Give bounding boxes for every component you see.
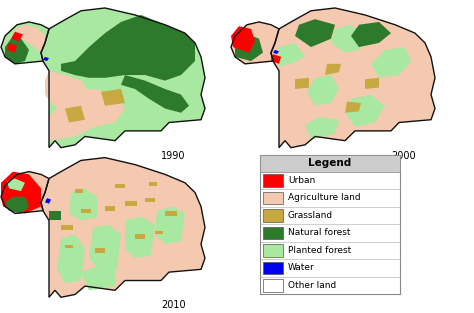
Polygon shape bbox=[275, 43, 305, 67]
Bar bbox=[263, 174, 283, 187]
Polygon shape bbox=[69, 188, 97, 220]
Text: 2000: 2000 bbox=[391, 151, 416, 161]
Polygon shape bbox=[371, 47, 411, 78]
Text: Grassland: Grassland bbox=[288, 211, 333, 220]
Polygon shape bbox=[11, 32, 23, 42]
Polygon shape bbox=[235, 33, 263, 61]
Polygon shape bbox=[121, 75, 189, 113]
Polygon shape bbox=[331, 25, 365, 53]
Text: Planted forest: Planted forest bbox=[288, 246, 351, 255]
Polygon shape bbox=[57, 234, 85, 283]
Polygon shape bbox=[231, 22, 279, 64]
Polygon shape bbox=[65, 106, 85, 122]
Polygon shape bbox=[61, 15, 195, 81]
Polygon shape bbox=[149, 182, 157, 186]
Bar bbox=[260, 155, 400, 172]
Polygon shape bbox=[155, 231, 163, 234]
Text: 1990: 1990 bbox=[161, 151, 185, 161]
Text: Agriculture land: Agriculture land bbox=[288, 193, 361, 203]
Text: Other land: Other land bbox=[288, 281, 336, 290]
Polygon shape bbox=[1, 172, 41, 213]
Polygon shape bbox=[295, 78, 309, 89]
Polygon shape bbox=[5, 197, 29, 213]
Polygon shape bbox=[307, 75, 339, 106]
Polygon shape bbox=[155, 207, 185, 244]
Polygon shape bbox=[45, 71, 89, 109]
Polygon shape bbox=[125, 202, 137, 207]
Polygon shape bbox=[295, 19, 335, 47]
Bar bbox=[260, 155, 400, 294]
Polygon shape bbox=[41, 158, 205, 297]
Polygon shape bbox=[49, 89, 125, 141]
Polygon shape bbox=[165, 211, 177, 216]
Bar bbox=[263, 262, 283, 274]
Text: Water: Water bbox=[288, 264, 315, 273]
Polygon shape bbox=[15, 25, 45, 53]
Polygon shape bbox=[305, 117, 339, 139]
Polygon shape bbox=[5, 39, 29, 64]
Polygon shape bbox=[115, 184, 125, 188]
Polygon shape bbox=[345, 101, 361, 113]
Polygon shape bbox=[61, 225, 73, 230]
Polygon shape bbox=[135, 234, 145, 239]
Bar bbox=[263, 279, 283, 292]
Polygon shape bbox=[89, 225, 121, 272]
Polygon shape bbox=[7, 178, 25, 191]
Text: 2010: 2010 bbox=[161, 300, 186, 310]
Polygon shape bbox=[231, 26, 255, 53]
Bar bbox=[263, 244, 283, 257]
Bar bbox=[263, 227, 283, 239]
Polygon shape bbox=[271, 8, 435, 148]
Polygon shape bbox=[45, 198, 51, 204]
Polygon shape bbox=[7, 43, 17, 53]
Polygon shape bbox=[351, 22, 391, 47]
Polygon shape bbox=[95, 249, 105, 253]
Polygon shape bbox=[325, 64, 341, 75]
Bar bbox=[263, 192, 283, 204]
Polygon shape bbox=[271, 54, 281, 64]
Text: Legend: Legend bbox=[309, 158, 352, 168]
Polygon shape bbox=[105, 207, 115, 211]
Polygon shape bbox=[1, 172, 49, 213]
Polygon shape bbox=[75, 189, 83, 192]
Polygon shape bbox=[81, 209, 91, 213]
Bar bbox=[263, 209, 283, 222]
Polygon shape bbox=[125, 216, 155, 258]
Polygon shape bbox=[41, 8, 205, 148]
Polygon shape bbox=[101, 89, 125, 106]
Polygon shape bbox=[345, 95, 385, 127]
Polygon shape bbox=[1, 22, 49, 64]
Polygon shape bbox=[49, 211, 61, 220]
Polygon shape bbox=[65, 245, 73, 249]
Polygon shape bbox=[145, 198, 155, 202]
Text: Urban: Urban bbox=[288, 176, 315, 185]
Polygon shape bbox=[81, 267, 115, 290]
Text: Natural forest: Natural forest bbox=[288, 228, 350, 238]
Polygon shape bbox=[273, 50, 279, 54]
Polygon shape bbox=[43, 57, 49, 61]
Polygon shape bbox=[365, 78, 379, 89]
